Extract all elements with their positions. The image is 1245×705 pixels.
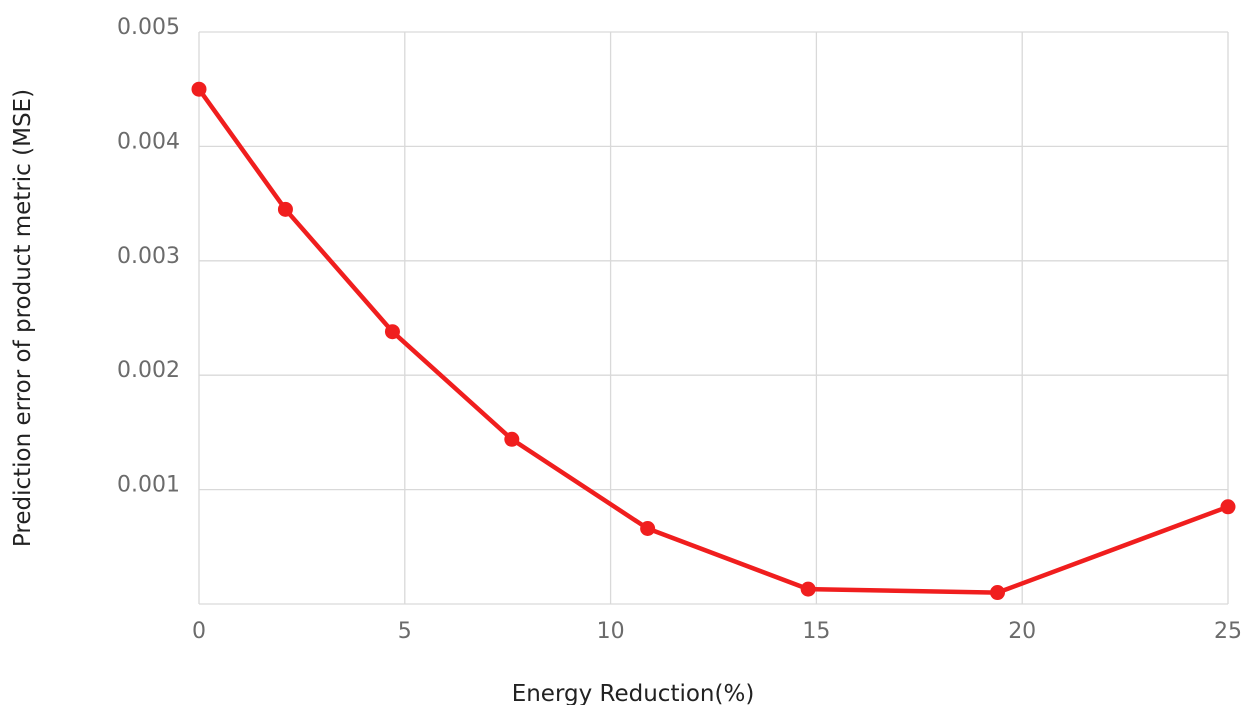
y-tick-label: 0.005 — [117, 15, 180, 40]
data-point — [191, 81, 207, 97]
y-tick-label: 0.003 — [117, 244, 180, 269]
x-axis-title: Energy Reduction(%) — [512, 681, 755, 705]
x-axis-ticks: 0 5 10 15 20 25 — [192, 619, 1242, 644]
y-tick-label: 0.001 — [117, 473, 180, 498]
x-tick-label: 15 — [802, 619, 830, 644]
x-tick-label: 20 — [1008, 619, 1036, 644]
y-tick-label: 0.004 — [117, 129, 180, 154]
x-tick-label: 10 — [597, 619, 625, 644]
data-point — [384, 324, 400, 340]
data-point — [1220, 499, 1236, 515]
y-axis-ticks: 0.001 0.002 0.003 0.004 0.005 — [117, 15, 180, 498]
x-tick-label: 0 — [192, 619, 206, 644]
data-point — [640, 520, 656, 536]
x-tick-label: 25 — [1214, 619, 1242, 644]
grid — [198, 31, 1229, 605]
y-axis-title: Prediction error of product metric (MSE) — [10, 89, 36, 547]
data-point — [277, 201, 293, 217]
y-tick-label: 0.002 — [117, 358, 180, 383]
x-tick-label: 5 — [398, 619, 412, 644]
data-point — [504, 431, 520, 447]
series-layer — [191, 81, 1236, 601]
data-point — [990, 585, 1006, 601]
series-line — [196, 86, 1231, 595]
data-point — [800, 581, 816, 597]
